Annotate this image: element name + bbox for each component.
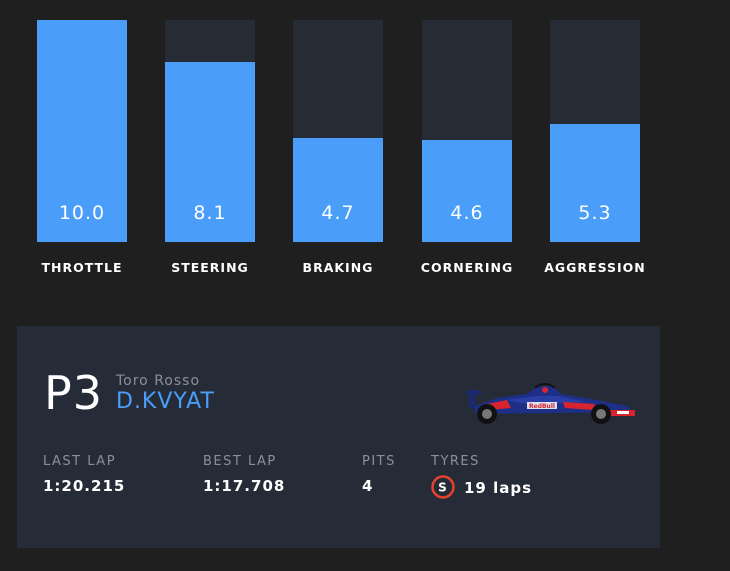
- tyres-info: S 19 laps: [431, 475, 533, 499]
- pits-label: PITS: [362, 454, 396, 469]
- stat-bar-track: 4.7: [293, 20, 383, 242]
- stat-label: BRAKING: [302, 260, 374, 275]
- svg-text:RedBull: RedBull: [529, 403, 555, 410]
- driver-stats-panel: 10.0 THROTTLE 8.1 STEERING 4.7 BRAKING 4…: [37, 20, 646, 275]
- last-lap: LAST LAP 1:20.215: [43, 454, 125, 495]
- driver-name: D.KVYAT: [116, 389, 215, 414]
- stat-bar-fill: [293, 137, 383, 242]
- stat-label: STEERING: [171, 260, 249, 275]
- stat-bar-track: 8.1: [165, 20, 255, 242]
- stat-bar-fill: [165, 62, 255, 242]
- last-lap-value: 1:20.215: [43, 477, 126, 495]
- stat-value: 5.3: [578, 202, 612, 224]
- stat-bar-track: 5.3: [550, 20, 640, 242]
- best-lap-value: 1:17.708: [203, 477, 286, 495]
- tyre-compound: S: [438, 481, 448, 495]
- team-name: Toro Rosso: [116, 373, 201, 389]
- tyre-laps: 19 laps: [464, 479, 533, 497]
- driver-card: P3 Toro Rosso D.KVYAT RedBull LAST LAP 1…: [17, 326, 660, 548]
- pits-value: 4: [362, 477, 374, 495]
- stat-value: 8.1: [193, 202, 227, 224]
- best-lap: BEST LAP 1:17.708: [203, 454, 285, 495]
- stat-label: AGGRESSION: [544, 260, 646, 275]
- stat-label: CORNERING: [420, 260, 514, 275]
- tyres-label: TYRES: [431, 454, 480, 469]
- race-position: P3: [44, 366, 104, 420]
- stat-bar-fill: [550, 124, 640, 242]
- pits: PITS 4: [362, 454, 396, 495]
- stat-label: THROTTLE: [41, 260, 123, 275]
- stat-bar-fill: [422, 139, 512, 242]
- stat-value: 4.6: [450, 202, 484, 224]
- stat-bar-fill: [37, 20, 127, 242]
- last-lap-label: LAST LAP: [43, 454, 117, 469]
- tyres: TYRES S 19 laps: [431, 454, 532, 499]
- stat-value: 10.0: [58, 202, 106, 224]
- stat-bar-track: 4.6: [422, 20, 512, 242]
- stat-value: 4.7: [321, 202, 355, 224]
- best-lap-label: BEST LAP: [203, 454, 277, 469]
- f1-car-icon: RedBull: [467, 383, 635, 424]
- soft-tyre-icon: S: [431, 475, 455, 499]
- stat-bar-track: 10.0: [37, 20, 127, 242]
